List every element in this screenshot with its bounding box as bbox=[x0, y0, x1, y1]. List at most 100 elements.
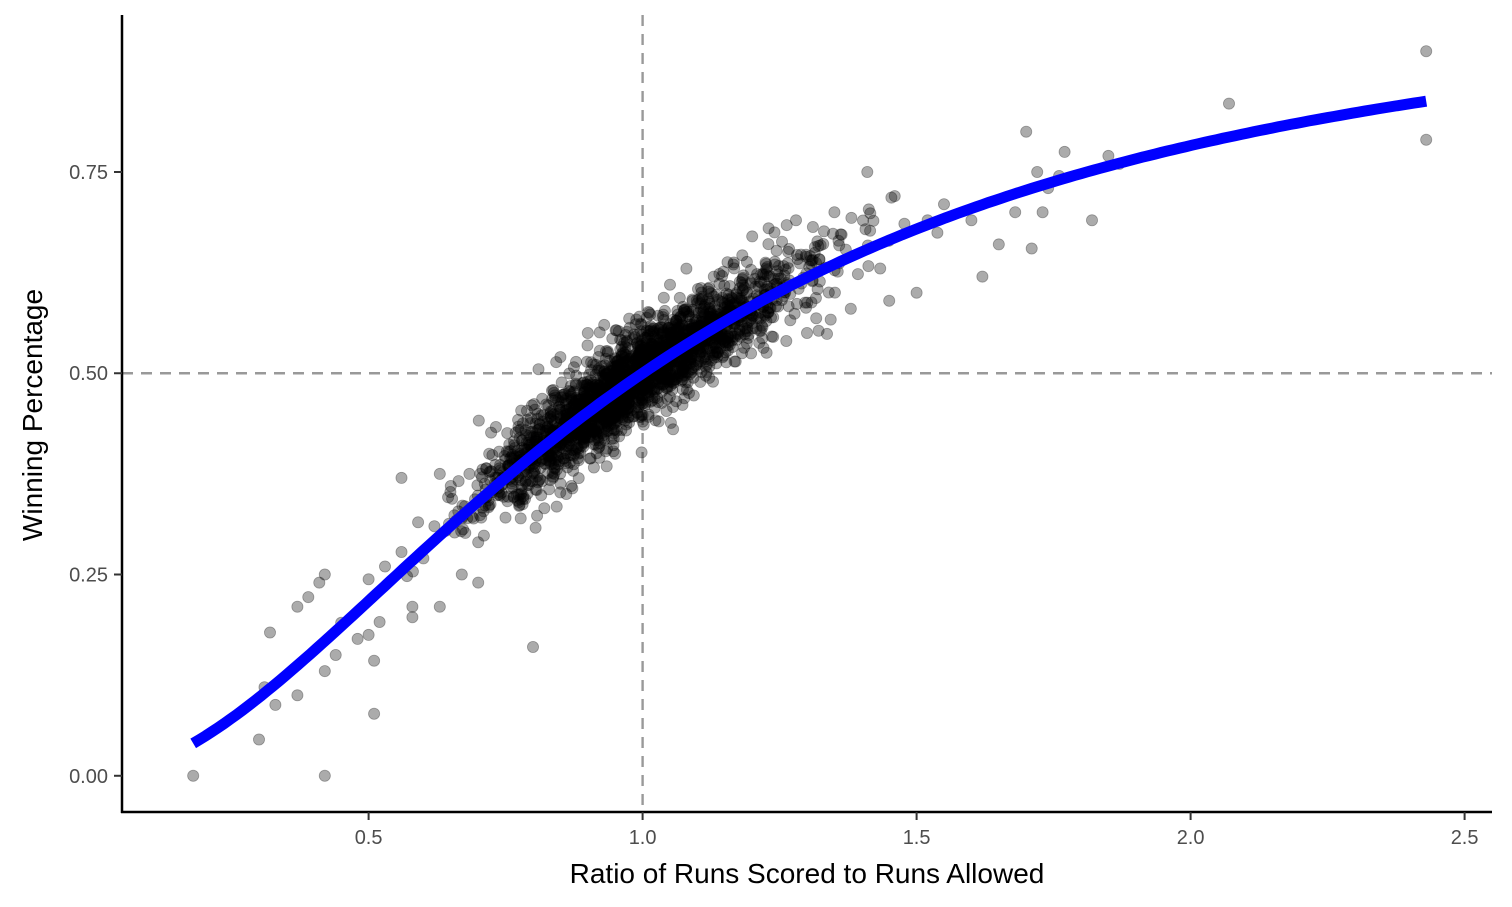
scatter-point bbox=[651, 372, 664, 385]
scatter-point bbox=[603, 413, 616, 426]
scatter-point bbox=[667, 423, 680, 436]
scatter-point bbox=[885, 191, 898, 204]
scatter-point bbox=[515, 487, 528, 500]
scatter-point bbox=[633, 340, 646, 353]
scatter-point bbox=[529, 417, 542, 430]
scatter-point bbox=[680, 324, 693, 337]
scatter-point bbox=[675, 322, 688, 335]
scatter-point bbox=[560, 443, 573, 456]
scatter-point bbox=[577, 433, 590, 446]
scatter-point bbox=[512, 495, 525, 508]
scatter-point bbox=[618, 414, 631, 427]
scatter-point bbox=[572, 472, 585, 485]
scatter-point bbox=[544, 405, 557, 418]
scatter-point bbox=[645, 340, 658, 353]
scatter-point bbox=[649, 342, 662, 355]
scatter-point bbox=[650, 332, 663, 345]
scatter-point bbox=[679, 376, 692, 389]
scatter-point bbox=[577, 436, 590, 449]
scatter-point bbox=[667, 400, 680, 413]
x-tick-label: 1.5 bbox=[903, 827, 931, 849]
scatter-point bbox=[780, 219, 793, 232]
scatter-point bbox=[592, 422, 605, 435]
scatter-point bbox=[711, 293, 724, 306]
scatter-point bbox=[550, 356, 563, 369]
scatter-point bbox=[673, 367, 686, 380]
scatter-point bbox=[644, 308, 657, 321]
scatter-point bbox=[647, 330, 660, 343]
scatter-point bbox=[769, 258, 782, 271]
scatter-point bbox=[373, 616, 386, 629]
scatter-point bbox=[368, 654, 381, 667]
scatter-point bbox=[641, 329, 654, 342]
scatter-point bbox=[670, 314, 683, 327]
scatter-point bbox=[475, 511, 488, 524]
scatter-point bbox=[740, 337, 753, 350]
scatter-point bbox=[788, 307, 801, 320]
scatter-point bbox=[992, 238, 1005, 251]
scatter-point bbox=[617, 404, 630, 417]
scatter-point bbox=[618, 397, 631, 410]
scatter-point bbox=[834, 228, 847, 241]
scatter-point bbox=[476, 463, 489, 476]
scatter-point bbox=[694, 345, 707, 358]
scatter-point bbox=[632, 355, 645, 368]
scatter-point bbox=[684, 350, 697, 363]
scatter-point bbox=[605, 421, 618, 434]
scatter-point bbox=[548, 386, 561, 399]
scatter-point bbox=[682, 323, 695, 336]
fit-curve bbox=[190, 95, 1428, 749]
scatter-point bbox=[657, 368, 670, 381]
scatter-point bbox=[746, 322, 759, 335]
scatter-point bbox=[661, 365, 674, 378]
scatter-point bbox=[619, 391, 632, 404]
scatter-point bbox=[685, 351, 698, 364]
scatter-point bbox=[598, 365, 611, 378]
x-axis-title: Ratio of Runs Scored to Runs Allowed bbox=[570, 858, 1045, 889]
scatter-point bbox=[520, 468, 533, 481]
scatter-point bbox=[602, 409, 615, 422]
scatter-point bbox=[524, 417, 537, 430]
scatter-point bbox=[619, 340, 632, 353]
scatter-point bbox=[590, 426, 603, 439]
scatter-point bbox=[563, 402, 576, 415]
scatter-point bbox=[874, 262, 887, 275]
scatter-point bbox=[640, 347, 653, 360]
scatter-point bbox=[565, 479, 578, 492]
scatter-point bbox=[612, 325, 625, 338]
scatter-point bbox=[703, 310, 716, 323]
scatter-point bbox=[564, 449, 577, 462]
scatter-point bbox=[645, 347, 658, 360]
scatter-point bbox=[642, 390, 655, 403]
scatter-point bbox=[620, 355, 633, 368]
scatter-point bbox=[619, 405, 632, 418]
scatter-point bbox=[680, 351, 693, 364]
scatter-point bbox=[567, 444, 580, 457]
scatter-point bbox=[555, 447, 568, 460]
y-tick-label: 0.50 bbox=[69, 363, 108, 385]
scatter-point bbox=[594, 410, 607, 423]
scatter-point bbox=[641, 380, 654, 393]
scatter-point bbox=[519, 424, 532, 437]
scatter-point bbox=[644, 395, 657, 408]
scatter-point bbox=[746, 230, 759, 243]
scatter-point bbox=[685, 322, 698, 335]
scatter-point bbox=[616, 368, 629, 381]
scatter-point bbox=[472, 576, 485, 589]
scatter-point bbox=[722, 336, 735, 349]
scatter-point bbox=[633, 348, 646, 361]
scatter-point bbox=[677, 300, 690, 313]
scatter-point bbox=[605, 368, 618, 381]
scatter-point bbox=[557, 388, 570, 401]
scatter-point bbox=[672, 321, 685, 334]
scatter-point bbox=[695, 282, 708, 295]
scatter-point bbox=[718, 335, 731, 348]
scatter-point bbox=[694, 355, 707, 368]
scatter-point bbox=[661, 393, 674, 406]
scatter-point bbox=[677, 359, 690, 372]
scatter-point bbox=[590, 378, 603, 391]
scatter-point bbox=[634, 352, 647, 365]
scatter-point bbox=[578, 387, 591, 400]
scatter-point bbox=[605, 407, 618, 420]
scatter-point bbox=[594, 369, 607, 382]
